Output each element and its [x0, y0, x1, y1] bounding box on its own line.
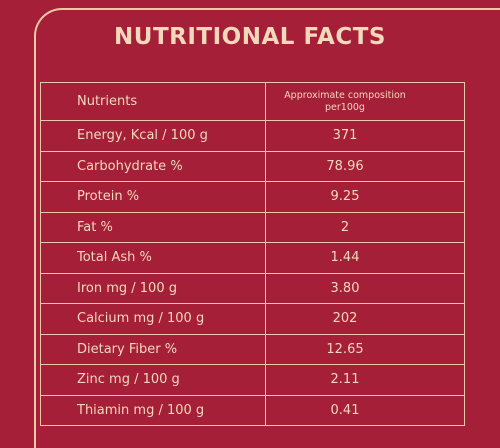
- table-row: Dietary Fiber % 12.65: [40, 333, 465, 365]
- value-cell: 12.65: [265, 333, 465, 365]
- value-cell: 1.44: [265, 242, 465, 274]
- nutrient-cell: Fat %: [40, 211, 266, 243]
- frame-border: [34, 8, 500, 448]
- nutrient-cell: Zinc mg / 100 g: [40, 364, 266, 396]
- table-row: Carbohydrate % 78.96: [40, 150, 465, 182]
- table-row: Protein % 9.25: [40, 181, 465, 213]
- table-row: Fat % 2: [40, 211, 465, 243]
- value-cell: 2: [265, 211, 465, 243]
- value-cell: 3.80: [265, 272, 465, 304]
- nutrient-cell: Calcium mg / 100 g: [40, 303, 266, 335]
- title: NUTRITIONAL FACTS: [114, 24, 386, 50]
- header-cell: Nutrients: [40, 82, 266, 121]
- table-row: Zinc mg / 100 g 2.11: [40, 364, 465, 396]
- nutrient-cell: Carbohydrate %: [40, 150, 266, 182]
- header-text: Nutrients: [77, 94, 138, 109]
- nutrition-table: Nutrients Approximate composition per100g…: [40, 82, 465, 426]
- nutrient-cell: Energy, Kcal / 100 g: [40, 120, 266, 152]
- nutrient-cell: Protein %: [40, 181, 266, 213]
- header-row: Nutrients Approximate composition per100g: [40, 82, 465, 121]
- nutrient-cell: Thiamin mg / 100 g: [40, 394, 266, 426]
- value-cell: 0.41: [265, 394, 465, 426]
- nutrient-cell: Total Ash %: [40, 242, 266, 274]
- nutrient-cell: Iron mg / 100 g: [40, 272, 266, 304]
- value-cell: 371: [265, 120, 465, 152]
- table-row: Calcium mg / 100 g 202: [40, 303, 465, 335]
- header-text: Approximate composition per100g: [284, 89, 406, 113]
- table-row: Iron mg / 100 g 3.80: [40, 272, 465, 304]
- table-row: Energy, Kcal / 100 g 371: [40, 120, 465, 152]
- table-row: Thiamin mg / 100 g 0.41: [40, 394, 465, 426]
- value-cell: 2.11: [265, 364, 465, 396]
- value-cell: 78.96: [265, 150, 465, 182]
- page: NUTRITIONAL FACTS Nutrients Approximate c…: [34, 8, 500, 448]
- table-row: Total Ash % 1.44: [40, 242, 465, 274]
- value-cell: 202: [265, 303, 465, 335]
- nutrient-cell: Dietary Fiber %: [40, 333, 266, 365]
- header-cell: Approximate composition per100g: [265, 82, 465, 121]
- value-cell: 9.25: [265, 181, 465, 213]
